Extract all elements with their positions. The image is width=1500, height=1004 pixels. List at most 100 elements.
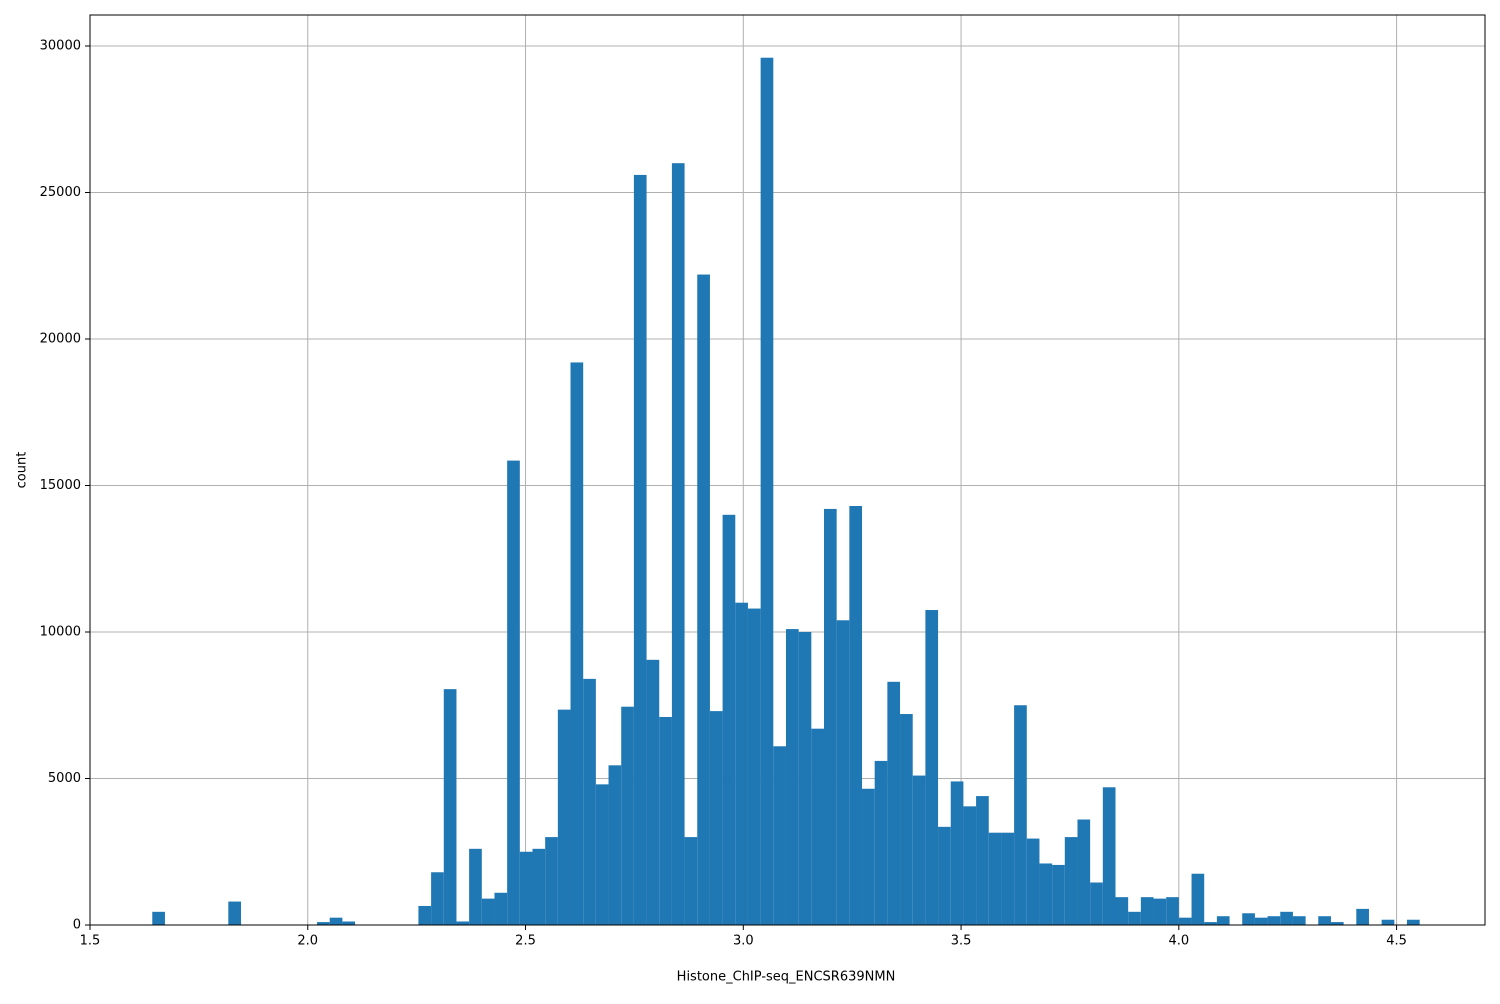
histogram-bar — [1077, 819, 1091, 925]
histogram-bar — [1242, 913, 1255, 925]
histogram-bar — [1318, 916, 1331, 925]
histogram-bar — [1178, 917, 1192, 925]
x-tick-label: 4.0 — [1168, 934, 1189, 949]
histogram-bar — [595, 784, 609, 925]
histogram-bar — [950, 781, 964, 925]
histogram-bar — [963, 806, 977, 925]
histogram-bar — [1381, 919, 1395, 925]
histogram-bar — [481, 898, 495, 925]
histogram-bar — [887, 681, 901, 925]
histogram-bar — [1102, 787, 1116, 925]
ticks: 1.5 2.0 2.5 3.0 3.5 4.0 4.5 0 5000 10000 15000 2000… — [40, 38, 1407, 948]
histogram-bar — [431, 872, 444, 925]
histogram-bar — [646, 659, 660, 925]
histogram-bar — [1128, 911, 1141, 925]
histogram-bar — [570, 362, 584, 925]
histogram-bar — [1330, 922, 1344, 925]
histogram-bar — [671, 163, 685, 926]
histogram-bar — [773, 746, 786, 925]
x-tick-label: 2.5 — [515, 934, 536, 949]
histogram-bar — [621, 706, 634, 925]
histogram-bar — [988, 832, 1002, 925]
x-tick-label: 3.5 — [951, 934, 972, 949]
histogram-bar — [583, 678, 596, 925]
histogram-bar — [709, 711, 723, 925]
histogram-bar — [507, 460, 520, 925]
histogram-bar — [228, 901, 241, 925]
y-tick-label: 25000 — [40, 185, 81, 200]
histogram-bar — [1406, 919, 1420, 925]
histogram-bar — [317, 922, 330, 925]
y-tick-label: 30000 — [40, 38, 81, 53]
histogram-bar — [608, 765, 622, 925]
x-tick-label: 2.0 — [297, 934, 318, 949]
histogram-bar — [1254, 917, 1268, 925]
histogram-bar — [798, 631, 812, 925]
histogram-bar — [849, 506, 863, 925]
histogram-bar — [938, 826, 951, 925]
histogram-bar — [1191, 873, 1205, 925]
y-axis-label: count — [15, 452, 30, 489]
histogram-bar — [152, 911, 165, 925]
histogram-bar — [418, 905, 432, 925]
histogram-bar — [545, 837, 558, 925]
histogram-bar — [659, 716, 672, 925]
histogram-bar — [785, 629, 799, 925]
histogram-bar — [494, 892, 508, 925]
histogram-bar — [633, 174, 647, 926]
axes-frame — [89, 14, 1486, 926]
histogram-bar — [912, 775, 926, 925]
histogram-bar — [1090, 882, 1103, 925]
histogram-bar — [519, 851, 533, 925]
histogram-bar — [697, 274, 710, 926]
histogram-bar — [557, 709, 571, 925]
histogram-bar — [342, 921, 356, 925]
histogram-bar — [469, 848, 482, 925]
y-tick-label: 10000 — [40, 624, 81, 639]
histogram-bar — [1216, 916, 1230, 925]
histogram-bar — [747, 608, 761, 925]
histogram-bar — [1356, 908, 1369, 925]
histogram-bar — [1039, 863, 1053, 925]
histogram-bar — [1052, 864, 1065, 925]
histogram-bar — [1115, 897, 1129, 925]
histogram-bar — [1204, 922, 1217, 925]
histogram-bar — [823, 508, 837, 925]
histogram-bar — [836, 620, 850, 925]
x-tick-label: 1.5 — [80, 934, 101, 949]
histogram-bar — [1166, 897, 1179, 925]
histogram-bar — [329, 917, 343, 925]
histogram-bar — [811, 728, 824, 925]
y-tick-label: 0 — [73, 918, 81, 933]
x-axis-label: Histone_ChIP-seq_ENCSR639NMN — [677, 970, 896, 985]
x-tick-label: 3.0 — [733, 934, 754, 949]
histogram-bar — [760, 57, 774, 926]
histogram-bar — [1280, 911, 1293, 925]
histogram-bar — [1026, 838, 1040, 925]
histogram-bar — [1267, 916, 1281, 925]
histogram-bar — [722, 514, 736, 925]
histogram-bar — [1001, 832, 1015, 925]
y-tick-label: 15000 — [40, 478, 81, 493]
histogram-bar — [456, 921, 470, 925]
histogram-bar — [1140, 897, 1154, 925]
histogram-bar — [1153, 898, 1167, 925]
histogram-bar — [862, 788, 875, 925]
histogram-bar — [443, 689, 457, 925]
y-tick-label: 20000 — [40, 331, 81, 346]
y-tick-label: 5000 — [48, 771, 81, 786]
histogram-bar — [1292, 916, 1306, 925]
histogram-bar — [900, 714, 913, 925]
histogram-bar — [532, 848, 546, 925]
x-tick-label: 4.5 — [1386, 934, 1407, 949]
grid — [89, 15, 1485, 926]
histogram-bar — [976, 796, 989, 925]
histogram-bar — [925, 610, 939, 925]
histogram-bar — [735, 602, 748, 925]
bars — [152, 57, 1420, 926]
histogram-bar — [1064, 837, 1078, 925]
histogram-bar — [684, 837, 698, 925]
histogram-bar — [874, 760, 888, 925]
histogram-bar — [1014, 705, 1027, 925]
